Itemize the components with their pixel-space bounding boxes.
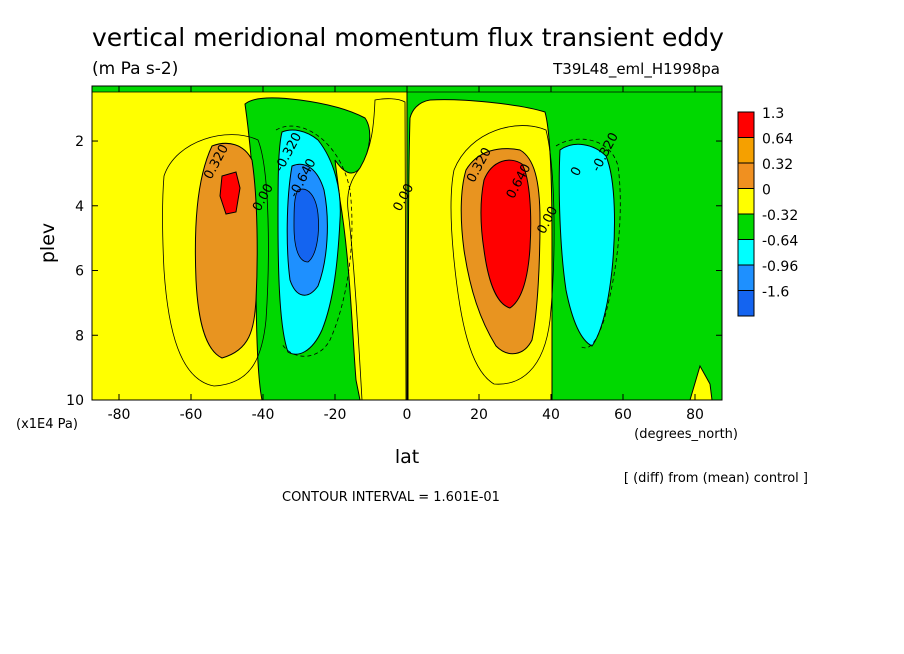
legend-swatch [737,213,755,240]
sh-negative-extreme-core [293,188,319,263]
note-text: [ (diff) from (mean) control ] [624,471,808,486]
legend-swatch [737,111,755,138]
x-axis-unit: (degrees_north) [634,427,738,442]
legend-label: -0.96 [762,259,798,275]
x-axis-label: lat [395,446,419,468]
contour-line [555,138,621,349]
legend-label: 0 [762,183,771,199]
contour-interval-text: CONTOUR INTERVAL = 1.601E-01 [282,490,500,505]
nh-negative-mid-cell [558,143,615,347]
legend-label: -0.64 [762,234,798,250]
legend-swatch [737,239,755,266]
legend-swatch [737,162,755,189]
y-tick-label: 10 [66,393,84,409]
x-tick-label: -40 [252,407,275,423]
legend-swatch [737,188,755,215]
contour-line [450,125,555,385]
legend-label: 1.3 [762,106,784,122]
x-tick-label: -80 [108,407,131,423]
legend-swatch [737,264,755,291]
equatorial-positive-tongue [347,98,407,400]
y-axis-unit: (x1E4 Pa) [16,417,78,432]
arctic-positive-wedge [689,364,713,400]
x-tick-label: -60 [180,407,203,423]
sh-positive-mid-cell [194,142,258,359]
y-tick-label: 2 [75,134,84,150]
x-tick-label: -20 [324,407,347,423]
y-tick-label: 6 [75,264,84,280]
y-tick-label: 8 [75,328,84,344]
run-label: T39L48_eml_H1998pa [552,60,720,79]
contour-line [275,125,353,357]
legend-label: -1.6 [762,285,789,301]
legend-swatch [737,137,755,164]
y-axis: 2 4 6 8 10 [66,134,722,409]
nh-positive-strong-cell [480,159,532,309]
chart-title: vertical meridional momentum flux transi… [92,23,724,52]
contour-line [162,134,269,387]
legend-label: -0.32 [762,208,798,224]
x-tick-label: 80 [686,407,704,423]
x-tick-label: 0 [403,407,412,423]
legend-swatch [737,290,755,317]
x-tick-label: 40 [542,407,560,423]
legend: 1.3 0.64 0.32 0 -0.32 -0.64 -0.96 -1.6 [737,106,798,317]
plot-area [92,86,722,400]
x-tick-label: 20 [470,407,488,423]
y-axis-label: plev [37,223,59,263]
y-tick-label: 4 [75,199,84,215]
sh-positive-strong-core [219,171,241,215]
legend-label: 0.64 [762,132,793,148]
x-axis: -80 -60 -40 -20 0 20 40 60 80 [108,86,704,423]
legend-label: 0.32 [762,157,793,173]
chart-subtitle: (m Pa s-2) [92,59,178,79]
x-tick-label: 60 [614,407,632,423]
